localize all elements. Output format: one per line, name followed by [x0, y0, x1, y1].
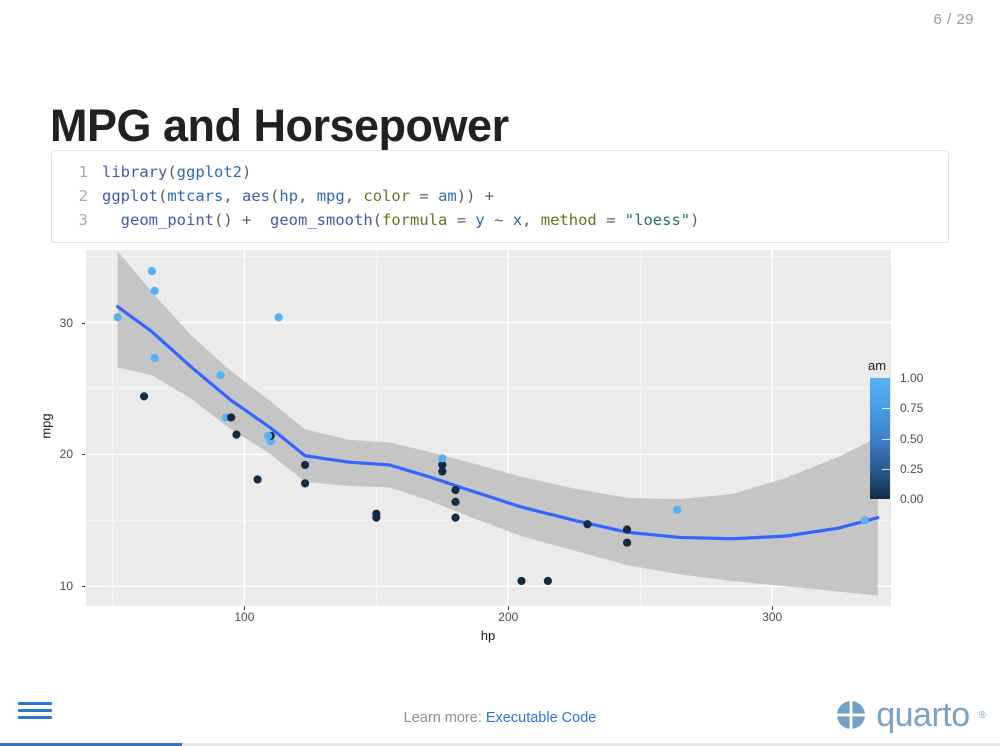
y-tick-mark: [82, 322, 85, 324]
menu-bar: [18, 709, 52, 712]
ggplot-figure: 10 20 30 100 200 300 mpg hp am 1.00 0.75 0.50 0.…: [38, 246, 970, 646]
data-point: [147, 266, 157, 276]
y-tick-mark: [82, 454, 85, 456]
footer-note: Learn more: Executable Code: [404, 710, 597, 726]
plot-canvas: [86, 250, 891, 606]
data-point: [583, 520, 592, 529]
code-line-1: 1 library(ggplot2): [52, 160, 948, 184]
legend-tick-label: 1.00: [900, 371, 924, 385]
menu-icon[interactable]: [18, 698, 52, 723]
quarto-brand: quarto ®: [835, 698, 986, 732]
legend-tick-mark: [882, 438, 890, 440]
legend-tick-label: 0.50: [900, 431, 924, 446]
legend-tick-label: 0.25: [900, 461, 924, 476]
data-point: [264, 431, 273, 441]
quarto-logo-icon: [836, 700, 866, 730]
x-tick-label: 100: [234, 610, 255, 624]
line-number: 2: [78, 187, 88, 205]
x-tick-mark: [772, 606, 774, 610]
loess-line: [116, 305, 880, 541]
y-tick-label: 30: [59, 315, 73, 330]
data-point: [150, 286, 159, 295]
y-axis-label: mpg: [38, 413, 54, 439]
data-point: [113, 313, 122, 322]
line-number: 3: [78, 211, 88, 229]
line-number: 1: [78, 163, 88, 181]
data-point: [232, 430, 241, 439]
x-axis-label: hp: [480, 628, 496, 643]
legend-title: am: [868, 358, 887, 373]
y-tick-label: 20: [59, 447, 73, 462]
data-point: [451, 485, 460, 495]
x-tick-mark: [508, 606, 510, 610]
page-title: MPG and Horsepower: [50, 100, 509, 152]
legend-tick-mark: [882, 468, 890, 470]
data-point: [139, 392, 149, 401]
legend-tick-label: 0.00: [900, 492, 924, 506]
legend: am 1.00 0.75 0.50 0.25 0.00: [868, 358, 968, 506]
page-counter: 6 / 29: [933, 11, 974, 28]
data-point: [300, 479, 310, 488]
data-point: [451, 513, 460, 522]
plot-panel: [86, 250, 891, 606]
data-point: [860, 516, 869, 525]
legend-tick-mark: [882, 408, 890, 410]
data-point: [372, 513, 381, 522]
data-point: [673, 505, 682, 514]
data-point: [622, 525, 632, 534]
data-point: [300, 460, 310, 470]
y-tick-label: 10: [59, 579, 73, 594]
code-block: 1 library(ggplot2) 2 ggplot(mtcars, aes(hp…: [51, 150, 949, 243]
data-point: [438, 467, 447, 476]
data-point: [451, 497, 460, 506]
x-tick-mark: [244, 606, 246, 610]
legend-colorbar-wrap: 1.00 0.75 0.50 0.25 0.00: [868, 371, 968, 506]
data-point: [253, 475, 262, 484]
confidence-band: [117, 251, 878, 596]
data-point: [543, 576, 552, 586]
executable-code-link[interactable]: Executable Code: [485, 710, 597, 726]
code-line-2: 2 ggplot(mtcars, aes(hp, mpg, color = am)…: [52, 184, 948, 208]
data-point: [438, 454, 447, 463]
data-point: [517, 576, 526, 586]
registered-mark: ®: [978, 709, 986, 721]
data-point: [274, 313, 283, 322]
legend-tick-label: 0.75: [900, 401, 924, 416]
data-point: [227, 413, 236, 422]
data-point: [438, 460, 447, 470]
data-point: [150, 354, 159, 363]
quarto-wordmark: quarto: [876, 696, 970, 734]
code-line-3: 3 geom_point() + geom_smooth(formula = y…: [52, 208, 948, 232]
menu-bar: [18, 716, 52, 719]
x-tick-label: 300: [762, 610, 783, 624]
progress-track[interactable]: [0, 743, 1000, 746]
progress-fill: [0, 743, 182, 746]
data-point: [216, 371, 225, 380]
data-point: [622, 538, 632, 547]
menu-bar: [18, 702, 52, 705]
y-tick-mark: [82, 586, 85, 588]
x-tick-label: 200: [498, 610, 519, 624]
learn-more-prefix: Learn more:: [403, 710, 482, 726]
